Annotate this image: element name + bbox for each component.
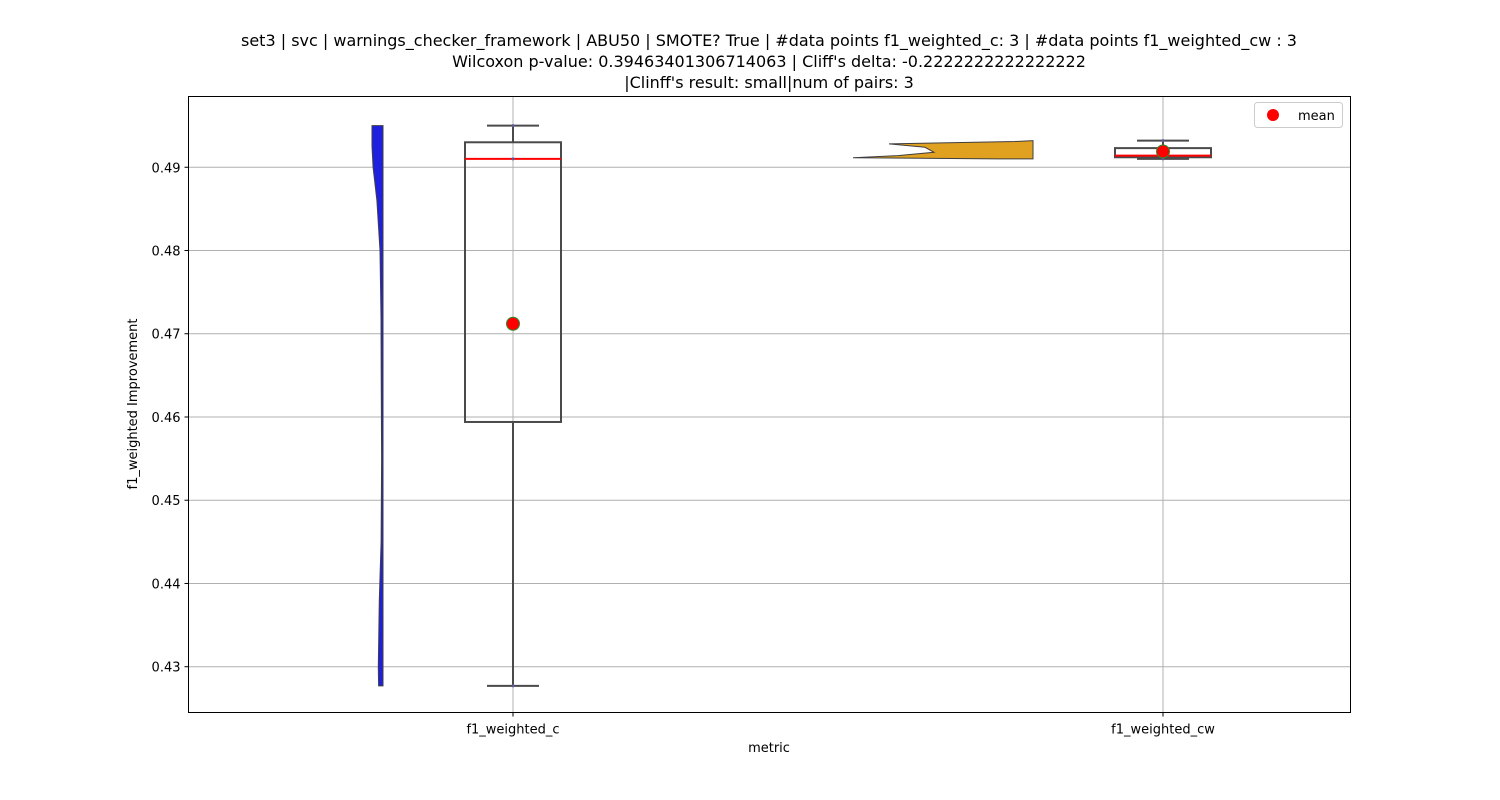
box-iqr (464, 141, 562, 423)
title-line-2: Wilcoxon p-value: 0.39463401306714063 | … (452, 52, 1086, 71)
title-line-3: |Clinff's result: small|num of pairs: 3 (624, 73, 914, 92)
y-tick-label: 0.43 (152, 661, 181, 676)
y-tick-label: 0.44 (152, 577, 181, 592)
data-point (511, 684, 515, 688)
data-point (511, 124, 515, 128)
boxplot-f1_weighted_cw (1114, 139, 1212, 161)
legend: mean (1254, 102, 1343, 128)
mean-marker (506, 316, 520, 331)
plot-frame (188, 96, 1351, 713)
legend-mean-label: mean (1298, 109, 1335, 124)
x-tick-label: f1_weighted_cw (1111, 723, 1215, 738)
title-line-1: set3 | svc | warnings_checker_framework … (241, 31, 1297, 50)
data-point (511, 157, 515, 161)
violin-f1_weighted_c (371, 125, 384, 687)
chart-title: set3 | svc | warnings_checker_framework … (0, 30, 1500, 93)
y-tick-label: 0.48 (152, 245, 181, 260)
legend-mean-marker (1267, 109, 1279, 121)
boxplot-f1_weighted_c (464, 124, 562, 688)
data-point (1161, 139, 1165, 143)
y-tick-label: 0.46 (152, 411, 181, 426)
y-axis-label: f1_weighted Improvement (126, 318, 141, 489)
violin-f1_weighted_cw (852, 140, 1034, 160)
x-axis-label: metric (748, 741, 790, 756)
box-layer (464, 124, 1212, 688)
grid-layer (188, 96, 1351, 713)
mean-marker (1156, 144, 1170, 159)
legend-frame (1254, 102, 1343, 128)
y-tick-label: 0.47 (152, 328, 181, 343)
x-tick-label: f1_weighted_c (466, 723, 559, 738)
violin-layer (371, 125, 1034, 687)
y-tick-label: 0.49 (152, 161, 181, 176)
y-tick-label: 0.45 (152, 494, 181, 509)
axis-layer: 0.43 0.44 0.45 0.46 0.47 0.48 0.49 f1_weighted_… (152, 161, 1216, 737)
